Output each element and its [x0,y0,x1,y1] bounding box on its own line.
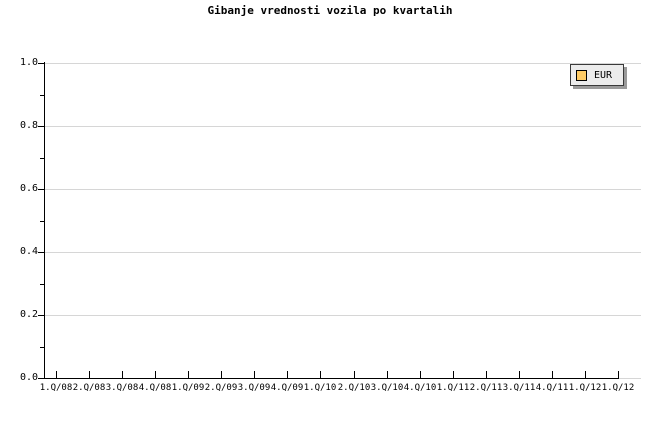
chart-title: Gibanje vrednosti vozila po kvartalih [207,4,453,17]
x-axis-tick-label: 1.Q/08 [39,383,73,393]
y-axis-tick-label: 0.6 [19,183,38,194]
x-axis-tick [453,371,454,379]
y-axis-minor-tick [40,157,45,159]
x-axis-tick-label: 2.Q/08 [72,383,106,393]
x-axis-tick [320,371,321,379]
chart-legend[interactable]: EUR [570,64,624,86]
x-axis-tick [552,371,553,379]
y-axis-minor-tick [40,220,45,222]
x-axis-tick [122,371,123,379]
x-axis-tick [221,371,222,379]
gridline-horizontal [44,63,641,64]
x-axis-tick [188,371,189,379]
y-axis-tick-labels: 0.0 0.2 0.4 0.6 0.8 1.0 [0,0,38,440]
x-axis-tick [420,371,421,379]
y-axis-minor-tick [40,283,45,285]
y-axis-tick [38,315,45,316]
y-axis-tick-label: 0.2 [19,309,38,320]
gridline-horizontal [44,189,641,190]
y-axis-minor-tick [40,94,45,96]
x-axis-tick-label: 1.Q/12 [601,383,635,393]
gridline-horizontal [44,252,641,253]
x-axis-tick [354,371,355,379]
x-axis-tick [89,371,90,379]
x-axis-tick [254,371,255,379]
x-axis-tick-label: 2.Q/10 [337,383,371,393]
x-axis-tick-label: 3.Q/09 [237,383,271,393]
x-axis-tick [287,371,288,379]
x-axis-tick [519,371,520,379]
x-axis-tick-label: 4.Q/08 [138,383,172,393]
plot-area [44,63,641,379]
x-axis-tick-label: 1.Q/12 [568,383,602,393]
x-axis-tick-label: 3.Q/10 [370,383,404,393]
x-axis-tick-label: 1.Q/09 [171,383,205,393]
gridline-horizontal [44,126,641,127]
x-axis-tick-label: 1.Q/11 [436,383,470,393]
y-axis-tick [38,252,45,253]
x-axis-tick-label: 4.Q/10 [403,383,437,393]
y-axis-tick [38,63,45,64]
y-axis-tick-label: 1.0 [19,57,38,68]
y-axis-tick-label: 0.4 [19,246,38,257]
x-axis-tick [618,371,619,379]
x-axis-tick [155,371,156,379]
x-axis-tick [486,371,487,379]
x-axis-tick [56,371,57,379]
y-axis-tick-label: 0.8 [19,120,38,131]
x-axis-tick-label: 4.Q/09 [270,383,304,393]
y-axis-tick [38,378,45,379]
y-axis-tick [38,189,45,190]
gridline-horizontal [44,315,641,316]
x-axis-tick-label: 4.Q/11 [535,383,569,393]
x-axis-tick-label: 3.Q/11 [502,383,536,393]
y-axis-tick [38,126,45,127]
y-axis-tick-label: 0.0 [19,372,38,383]
x-axis-tick-label: 2.Q/11 [469,383,503,393]
x-axis-tick [387,371,388,379]
y-axis-minor-tick [40,346,45,348]
x-axis-tick-label: 3.Q/08 [105,383,139,393]
legend-label-eur: EUR [594,69,613,81]
x-axis-line [44,378,619,379]
x-axis-tick-label: 2.Q/09 [204,383,238,393]
x-axis-tick-label: 1.Q/10 [303,383,337,393]
x-axis-tick [585,371,586,379]
legend-swatch-eur [576,69,587,81]
